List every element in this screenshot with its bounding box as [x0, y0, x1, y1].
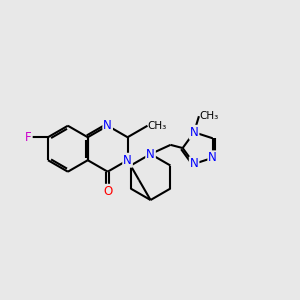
Text: N: N: [208, 151, 217, 164]
Text: CH₃: CH₃: [148, 121, 167, 131]
Text: N: N: [123, 154, 132, 167]
Text: N: N: [190, 126, 199, 139]
Text: N: N: [190, 157, 199, 170]
Text: N: N: [146, 148, 155, 160]
Text: F: F: [25, 131, 32, 144]
Text: CH₃: CH₃: [199, 111, 218, 121]
Text: N: N: [103, 119, 112, 132]
Text: O: O: [103, 185, 112, 198]
